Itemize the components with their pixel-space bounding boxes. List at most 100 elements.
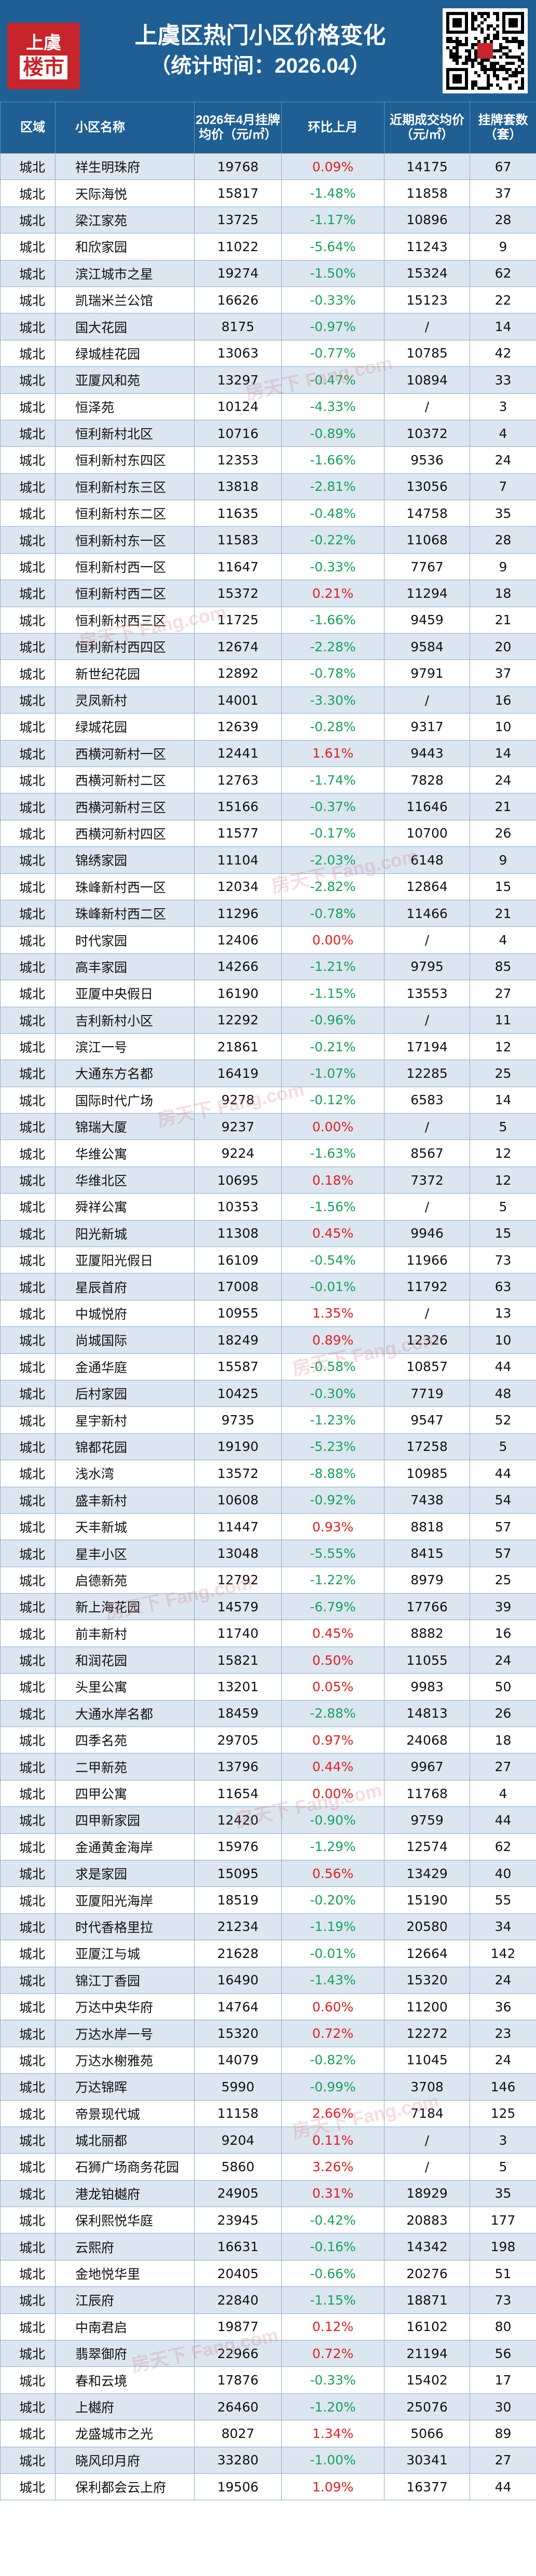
row-listing-price: 33280 [194,2446,282,2474]
table-row: 城北 四季名苑 29705 0.97% 24068 18 [0,1727,536,1754]
row-listing-price: 29705 [194,1727,282,1754]
row-listing-count: 57 [470,1540,536,1567]
row-district: 城北 [0,1033,56,1061]
row-listing-count: 37 [470,660,536,687]
row-community-name: 恒利新村北区 [55,419,195,447]
row-community-name: 时代家园 [55,926,195,954]
row-mom-change: -0.97% [281,313,384,340]
row-district: 城北 [0,2313,56,2341]
row-community-name: 翡翠御府 [55,2340,195,2367]
row-listing-price: 14079 [194,2046,282,2074]
row-district: 城北 [0,2473,56,2501]
row-mom-change: -0.01% [281,1273,384,1300]
row-deal-price: 17258 [384,1433,470,1461]
row-mom-change: -0.01% [281,1940,384,1967]
row-community-name: 亚厦中央假日 [55,980,195,1007]
row-district: 城北 [0,1859,56,1887]
row-mom-change: 0.93% [281,1513,384,1541]
row-district: 城北 [0,873,56,900]
row-deal-price: 8567 [384,1140,470,1167]
table-row: 城北 启德新苑 12792 -1.22% 8979 25 [0,1566,536,1594]
row-listing-price: 16419 [194,1060,282,1087]
row-deal-price: 8882 [384,1620,470,1647]
table-row: 城北 绿城花园 12639 -0.28% 9317 10 [0,713,536,741]
row-mom-change: 1.61% [281,739,384,767]
row-community-name: 大通水岸名都 [55,1700,195,1728]
row-community-name: 大通东方名都 [55,1060,195,1087]
table-row: 城北 绿城桂花园 13063 -0.77% 10785 42 [0,339,536,367]
row-mom-change: -1.63% [281,1140,384,1167]
row-mom-change: -1.15% [281,980,384,1007]
row-community-name: 万达锦晖 [55,2073,195,2101]
row-community-name: 天丰新城 [55,1513,195,1541]
row-district: 城北 [0,1993,56,2021]
row-listing-price: 15095 [194,1859,282,1887]
row-mom-change: -1.20% [281,2393,384,2421]
row-deal-price: 11200 [384,1993,470,2021]
row-deal-price: 11966 [384,1246,470,1274]
row-listing-price: 11635 [194,500,282,527]
row-listing-count: 23 [470,2020,536,2047]
row-listing-price: 10695 [194,1166,282,1194]
row-district: 城北 [0,1700,56,1728]
row-listing-price: 14579 [194,1593,282,1621]
row-listing-price: 14764 [194,1993,282,2021]
row-district: 城北 [0,1086,56,1114]
row-community-name: 星丰小区 [55,1540,195,1567]
row-listing-price: 10716 [194,419,282,447]
row-mom-change: -1.50% [281,259,384,287]
table-row: 城北 舜祥公寓 10353 -1.56%/5 [0,1193,536,1221]
row-listing-count: 14 [470,1086,536,1114]
row-community-name: 四季名苑 [55,1727,195,1754]
row-community-name: 舜祥公寓 [55,1193,195,1221]
row-mom-change: -0.99% [281,2073,384,2101]
table-row: 城北 和润花园 15821 0.50% 11055 24 [0,1646,536,1674]
row-listing-price: 11647 [194,553,282,581]
row-district: 城北 [0,899,56,927]
row-community-name: 阳光新城 [55,1220,195,1248]
row-listing-price: 24905 [194,2180,282,2208]
row-district: 城北 [0,2393,56,2421]
row-listing-count: 22 [470,286,536,314]
row-deal-price: 6148 [384,846,470,874]
row-deal-price: 9536 [384,446,470,474]
table-row: 城北 和欣家园 11022 -5.64% 11243 9 [0,233,536,261]
table-row: 城北 亚厦风和苑 13297 -0.47% 10894 33 [0,366,536,394]
row-deal-price: 20883 [384,2207,470,2234]
row-community-name: 锦瑞大厦 [55,1113,195,1141]
table-row: 城北 时代家园 12406 0.00%/4 [0,926,536,954]
row-deal-price: 25076 [384,2393,470,2421]
row-community-name: 春和云境 [55,2366,195,2394]
row-listing-price: 15372 [194,580,282,607]
row-listing-count: 5 [470,1193,536,1221]
row-community-name: 凯瑞米兰公馆 [55,286,195,314]
row-mom-change: 0.45% [281,1620,384,1647]
row-community-name: 晓风印月府 [55,2446,195,2474]
row-mom-change: -1.23% [281,1406,384,1434]
row-district: 城北 [0,500,56,527]
row-deal-price: 12272 [384,2020,470,2047]
row-deal-price: 8415 [384,1540,470,1567]
row-community-name: 梁江家苑 [55,206,195,234]
row-mom-change: -1.22% [281,1566,384,1594]
row-community-name: 二甲新苑 [55,1753,195,1780]
row-community-name: 星宇新村 [55,1406,195,1434]
header-district: 区域 [0,102,56,154]
row-community-name: 绿城花园 [55,713,195,741]
row-mom-change: -0.17% [281,819,384,847]
row-mom-change: -0.78% [281,899,384,927]
row-listing-price: 12639 [194,713,282,741]
row-deal-price: 11294 [384,580,470,607]
row-community-name: 滨江城市之星 [55,259,195,287]
row-district: 城北 [0,1486,56,1514]
table-row: 城北 新世纪花园 12892 -0.78% 9791 37 [0,660,536,687]
row-mom-change: -0.30% [281,1379,384,1407]
row-listing-count: 14 [470,739,536,767]
row-deal-price: 21194 [384,2340,470,2367]
row-district: 城北 [0,2420,56,2447]
table-row: 城北 龙盛城市之光 8027 1.34% 5066 89 [0,2420,536,2447]
row-mom-change: 0.12% [281,2313,384,2341]
row-mom-change: -6.79% [281,1593,384,1621]
row-community-name: 新世纪花园 [55,660,195,687]
row-listing-count: 25 [470,1060,536,1087]
